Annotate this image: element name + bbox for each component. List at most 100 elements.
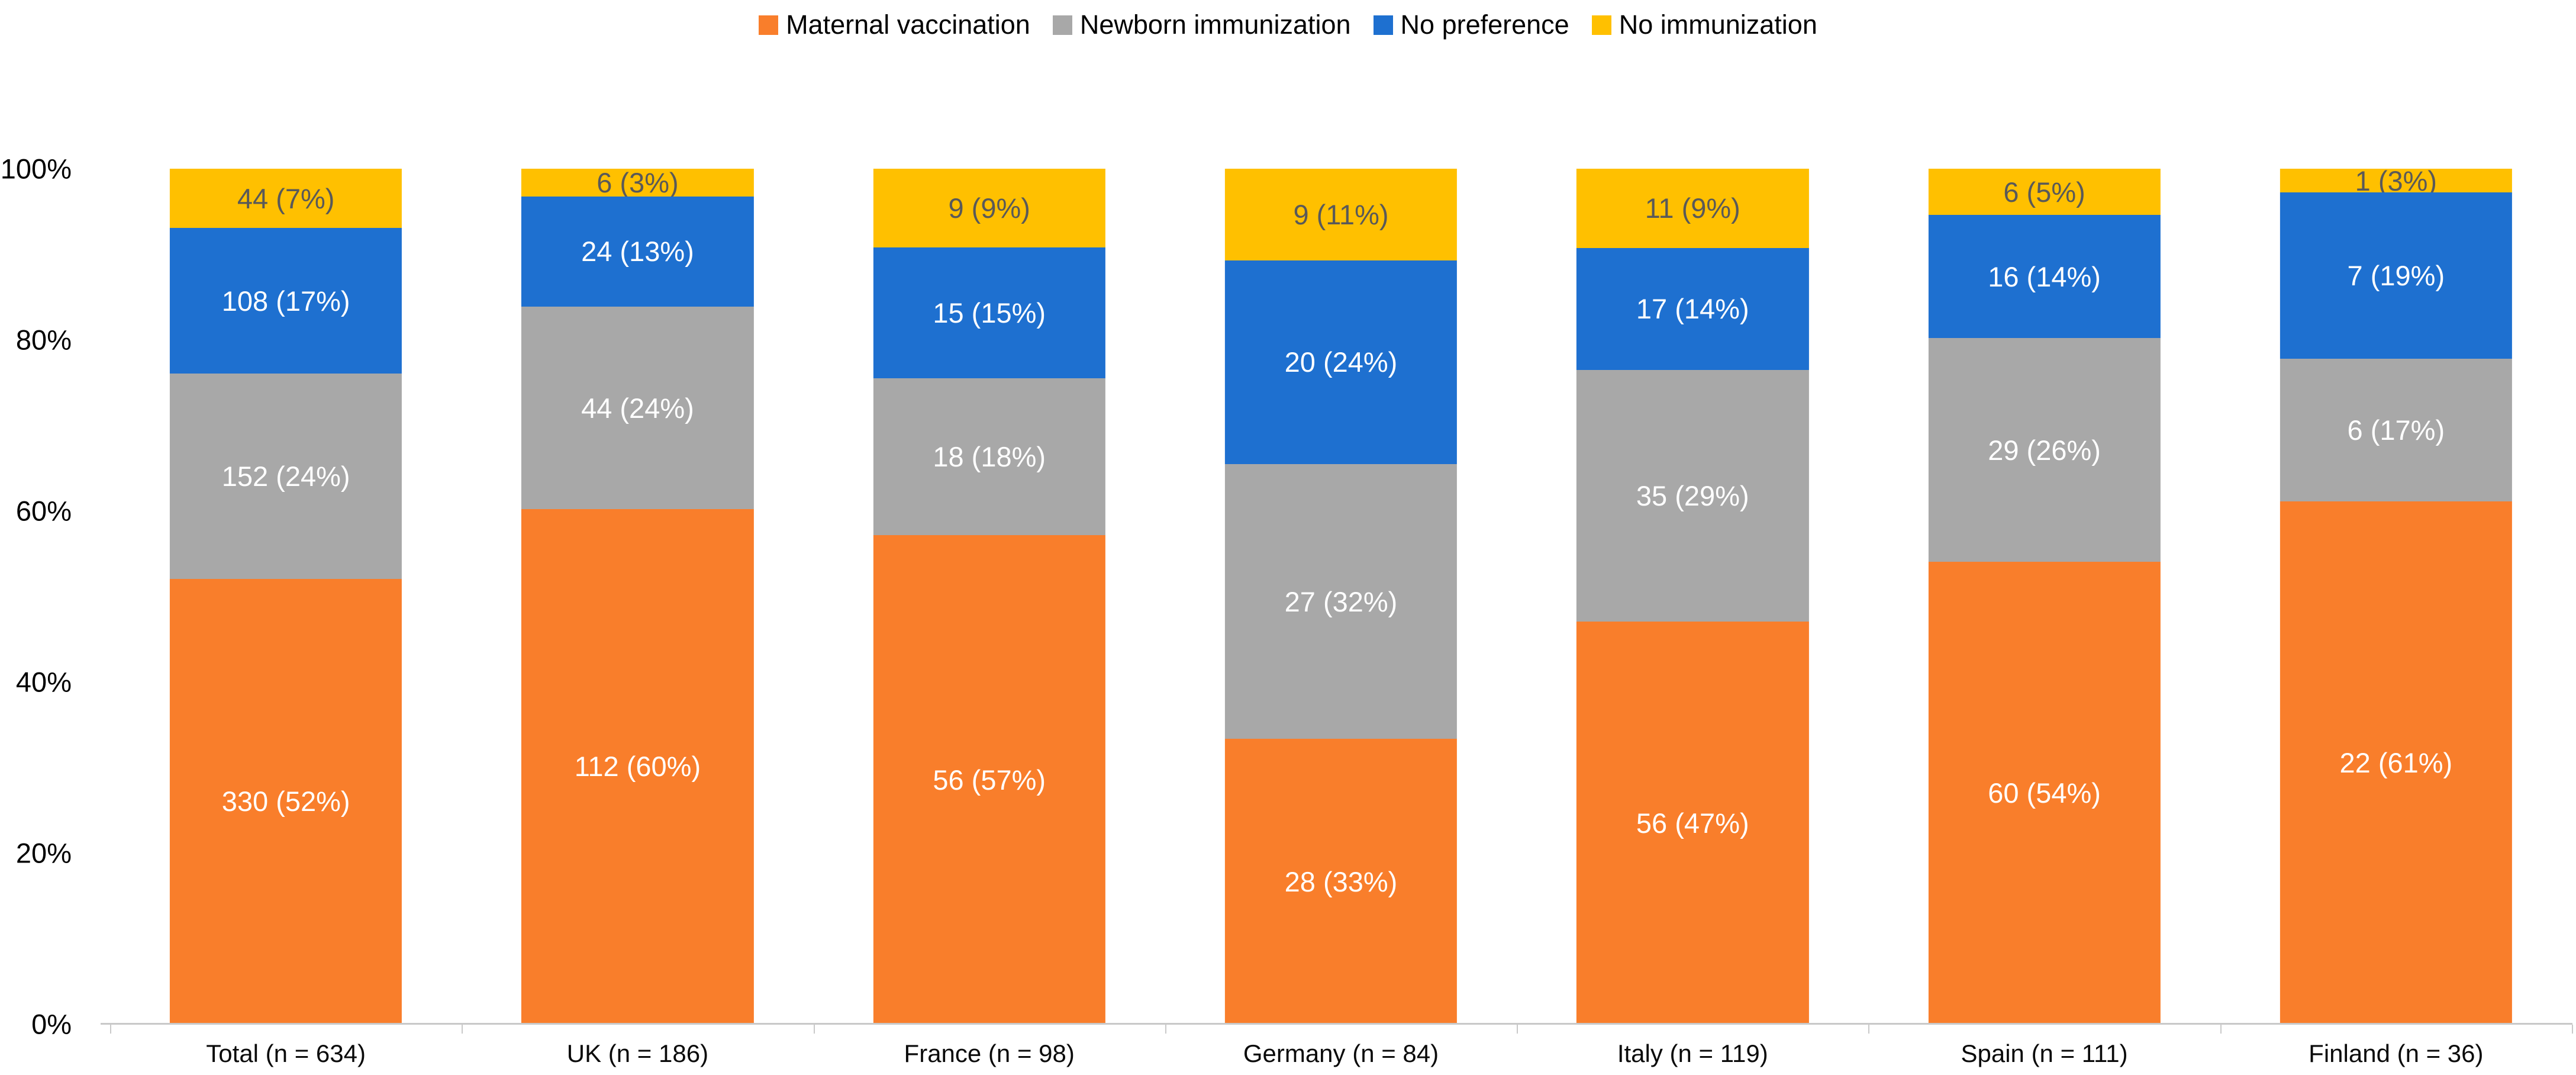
- bar-segment: 6 (5%): [1928, 169, 2161, 215]
- legend-swatch-icon: [1591, 15, 1611, 35]
- category-slot: 56 (57%) 18 (18%) 15 (15%) 9 (9%): [814, 169, 1165, 1024]
- legend-label: Newborn immunization: [1079, 9, 1351, 40]
- x-axis-tick-mark: [2572, 1025, 2573, 1034]
- bar-segment: 27 (32%): [1224, 464, 1458, 739]
- category-slot: 28 (33%) 27 (32%) 20 (24%) 9 (11%): [1165, 169, 1517, 1024]
- bar-segment: 16 (14%): [1928, 215, 2161, 339]
- x-axis-category-label: France (n = 98): [904, 1039, 1075, 1067]
- bar-segment: 56 (47%): [1576, 622, 1809, 1024]
- bar-segment: 44 (24%): [521, 307, 754, 509]
- category-slot: 112 (60%) 44 (24%) 24 (13%) 6 (3%): [462, 169, 813, 1024]
- segment-data-label: 56 (57%): [933, 764, 1046, 796]
- segment-data-label: 112 (60%): [574, 751, 701, 783]
- segment-data-label: 28 (33%): [1284, 865, 1398, 897]
- segment-data-label: 6 (3%): [597, 166, 679, 198]
- segment-data-label: 20 (24%): [1284, 346, 1398, 378]
- bar-segment: 6 (3%): [521, 166, 754, 198]
- bar-segment: 112 (60%): [521, 508, 754, 1024]
- legend-item: No preference: [1373, 9, 1569, 40]
- segment-data-label: 11 (9%): [1645, 192, 1740, 224]
- legend: Maternal vaccination Newborn immunization…: [0, 9, 2576, 40]
- segment-data-label: 152 (24%): [221, 461, 350, 493]
- stacked-bar: 112 (60%) 44 (24%) 24 (13%) 6 (3%): [521, 166, 754, 1024]
- stacked-bar: 56 (57%) 18 (18%) 15 (15%) 9 (9%): [873, 169, 1105, 1024]
- x-axis-tick-mark: [462, 1025, 463, 1034]
- y-axis-tick-label: 20%: [15, 837, 72, 869]
- stacked-bar: 56 (47%) 35 (29%) 17 (14%) 11 (9%): [1576, 169, 1809, 1024]
- category-slot: 60 (54%) 29 (26%) 16 (14%) 6 (5%): [1868, 169, 2220, 1024]
- segment-data-label: 6 (5%): [2003, 176, 2085, 208]
- legend-swatch-icon: [759, 15, 779, 35]
- bar-segment: 56 (57%): [873, 535, 1105, 1024]
- y-axis-tick-label: 80%: [15, 324, 72, 356]
- plot-area: 330 (52%) 152 (24%) 108 (17%) 44 (7%) 112 (6…: [110, 165, 2572, 1024]
- x-axis-category-label: UK (n = 186): [566, 1039, 709, 1067]
- legend-label: No preference: [1400, 9, 1569, 40]
- y-axis: 0% 20% 40% 60% 80% 100%: [0, 153, 98, 1040]
- stacked-bar: 28 (33%) 27 (32%) 20 (24%) 9 (11%): [1224, 169, 1458, 1024]
- legend-item: Maternal vaccination: [759, 9, 1030, 40]
- segment-data-label: 24 (13%): [581, 236, 694, 268]
- y-axis-tick-label: 60%: [15, 495, 72, 527]
- x-axis-tick-mark: [813, 1025, 815, 1034]
- x-axis-category-label: Italy (n = 119): [1617, 1039, 1768, 1067]
- bar-segment: 44 (7%): [170, 169, 402, 228]
- bar-segment: 330 (52%): [170, 578, 402, 1024]
- bar-segment: 11 (9%): [1576, 169, 1809, 248]
- bar-segment: 22 (61%): [2280, 501, 2512, 1024]
- bar-segment: 6 (17%): [2280, 359, 2512, 501]
- bar-segment: 18 (18%): [873, 378, 1105, 536]
- bar-segment: 17 (14%): [1576, 247, 1809, 370]
- stacked-bar: 22 (61%) 6 (17%) 7 (19%) 1 (3%): [2280, 165, 2512, 1024]
- bar-segment: 24 (13%): [521, 196, 754, 307]
- bar-segment: 108 (17%): [170, 228, 402, 374]
- bar-segment: 20 (24%): [1224, 260, 1458, 464]
- segment-data-label: 44 (7%): [237, 182, 335, 214]
- segment-data-label: 6 (17%): [2347, 414, 2445, 446]
- segment-data-label: 108 (17%): [221, 285, 350, 317]
- segment-data-label: 29 (26%): [1988, 434, 2101, 466]
- segment-data-label: 330 (52%): [221, 786, 350, 817]
- segment-data-label: 27 (32%): [1284, 585, 1398, 617]
- bar-segment: 60 (54%): [1928, 561, 2161, 1024]
- x-axis-category-label: Spain (n = 111): [1961, 1039, 2128, 1067]
- x-axis-tick-mark: [1517, 1025, 1518, 1034]
- segment-data-label: 7 (19%): [2347, 260, 2445, 292]
- legend-swatch-icon: [1373, 15, 1393, 35]
- segment-data-label: 18 (18%): [933, 441, 1046, 473]
- x-axis-tick-mark: [1868, 1025, 1870, 1034]
- bar-segment: 29 (26%): [1928, 338, 2161, 562]
- legend-swatch-icon: [1052, 15, 1072, 35]
- bar-segment: 35 (29%): [1576, 370, 1809, 622]
- x-axis-tick-mark: [2220, 1025, 2222, 1034]
- y-axis-tick-label: 40%: [15, 666, 72, 698]
- segment-data-label: 22 (61%): [2339, 746, 2453, 778]
- segment-data-label: 44 (24%): [581, 392, 694, 424]
- y-axis-tick-label: 0%: [31, 1008, 72, 1040]
- stacked-bar: 60 (54%) 29 (26%) 16 (14%) 6 (5%): [1928, 169, 2161, 1024]
- legend-label: No immunization: [1619, 9, 1817, 40]
- legend-item: No immunization: [1591, 9, 1817, 40]
- bar-segment: 1 (3%): [2280, 165, 2512, 197]
- bar-segment: 9 (9%): [873, 169, 1105, 247]
- category-slot: 22 (61%) 6 (17%) 7 (19%) 1 (3%): [2220, 165, 2572, 1024]
- x-axis-labels: Total (n = 634) UK (n = 186) France (n = 9…: [110, 1039, 2572, 1075]
- segment-data-label: 17 (14%): [1636, 293, 1749, 325]
- bar-segment: 28 (33%): [1224, 739, 1458, 1024]
- segment-data-label: 16 (14%): [1988, 260, 2101, 292]
- segment-data-label: 1 (3%): [2355, 165, 2438, 197]
- bar-segment: 15 (15%): [873, 247, 1105, 378]
- x-axis-category-label: Finland (n = 36): [2309, 1039, 2484, 1067]
- legend-label: Maternal vaccination: [786, 9, 1030, 40]
- x-axis-category-label: Germany (n = 84): [1243, 1039, 1439, 1067]
- bar-segment: 152 (24%): [170, 374, 402, 579]
- category-slot: 56 (47%) 35 (29%) 17 (14%) 11 (9%): [1517, 169, 1868, 1024]
- segment-data-label: 56 (47%): [1636, 807, 1749, 839]
- segment-data-label: 9 (11%): [1293, 198, 1389, 230]
- x-axis-category-label: Total (n = 634): [206, 1039, 366, 1067]
- bar-segment: 9 (11%): [1224, 169, 1458, 260]
- x-axis-tick-mark: [1165, 1025, 1166, 1034]
- segment-data-label: 15 (15%): [933, 297, 1046, 329]
- bar-segment: 7 (19%): [2280, 192, 2512, 359]
- legend-item: Newborn immunization: [1052, 9, 1351, 40]
